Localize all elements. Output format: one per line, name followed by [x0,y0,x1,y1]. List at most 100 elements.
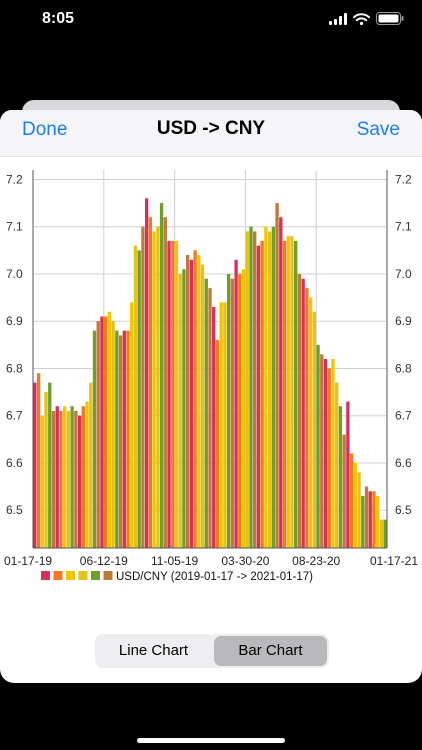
data-bar [89,382,93,548]
data-bar [223,302,227,548]
legend-swatch [41,571,50,580]
data-bar [33,382,37,548]
save-button[interactable]: Save [356,119,400,140]
data-bar [126,330,130,548]
data-bar [40,415,44,548]
data-bar [316,344,320,548]
data-bar [104,316,108,548]
data-bar [130,302,134,548]
data-bar [118,335,123,548]
data-bar [372,491,376,548]
legend-swatch [103,571,113,580]
x-tick-label: 08-23-20 [292,554,340,568]
cellular-signal-icon [329,12,347,25]
data-bar [152,231,156,549]
y-tick-label-left: 7.0 [6,267,23,281]
data-bar [55,406,59,548]
data-bar [85,401,89,548]
data-bar [100,316,104,548]
legend-swatch [53,571,63,580]
data-bar [159,203,164,548]
data-bar [111,321,115,548]
data-bar [320,354,324,548]
data-bar [241,269,246,548]
data-bar [357,472,361,548]
data-bar [361,496,365,548]
page-title: USD -> CNY [156,118,266,139]
data-bar [271,226,276,548]
data-bar [212,307,216,548]
home-indicator [137,738,285,743]
data-bar [279,217,283,548]
data-bar [312,311,316,548]
data-bar [253,231,257,549]
data-bar [185,255,190,549]
x-tick-label: 01-17-19 [4,554,52,568]
bar-chart-segment[interactable]: Bar Chart [214,636,327,666]
y-tick-label-right: 6.5 [395,503,412,517]
chart-area: 7.2 7.2 7.1 7.1 7.0 7.0 6.9 6.9 6.8 6.8 6.7 6.7 6.6 6… [0,158,422,614]
data-bar [133,245,138,548]
y-tick-label-right: 6.6 [395,456,412,470]
data-bar [178,273,182,548]
data-bar [44,392,48,548]
data-bar [368,491,372,548]
data-bar [290,236,294,548]
data-bar [379,519,384,548]
data-bar [70,406,74,548]
wifi-icon [353,12,370,25]
data-bar [63,406,67,548]
data-bar [260,240,264,548]
status-bar: 8:05 [0,0,422,40]
data-bar [275,203,279,548]
data-bar [200,264,205,548]
y-tick-label-left: 6.5 [6,503,23,517]
data-bar [107,311,112,548]
y-tick-label-right: 7.1 [395,220,412,234]
data-bar [156,226,160,548]
data-bar [167,240,171,548]
data-bar [137,250,141,548]
done-button[interactable]: Done [22,119,68,140]
data-bar [226,273,231,548]
data-bar [174,240,179,548]
data-bar [144,198,149,548]
data-bar [204,278,208,548]
data-bar [141,226,145,548]
data-bar [215,340,220,548]
y-tick-label-right: 6.7 [395,409,412,423]
line-chart-segment[interactable]: Line Chart [118,642,189,659]
y-tick-label-left: 6.6 [6,456,23,470]
data-bar [51,410,56,548]
y-tick-label-left: 6.7 [6,409,23,423]
data-bar [342,434,346,548]
data-bar [238,273,242,548]
data-bar [349,453,354,548]
data-bar [335,382,339,548]
data-bar [92,330,97,548]
data-bar [297,273,302,548]
data-bar [282,240,287,548]
y-tick-label-right: 7.0 [395,267,412,281]
data-bar [294,240,298,548]
navigation-bar: Done USD -> CNY Save [0,110,422,157]
data-bar [234,259,238,548]
data-bar [197,255,201,549]
y-tick-label-left: 7.2 [6,172,23,186]
y-tick-label-right: 6.9 [395,314,412,328]
legend-label: USD/CNY (2019-01-17 -> 2021-01-17) [116,571,313,583]
battery-icon [376,12,404,25]
modal-sheet: Done USD -> CNY Save 7.2 7.2 7.1 7.1 7.0 7.0 6… [0,110,422,683]
data-bar [171,240,175,548]
data-bar [193,250,197,548]
data-bar [286,236,290,548]
data-bar [81,406,85,548]
data-bar [301,278,305,548]
bar-chart: 7.2 7.2 7.1 7.1 7.0 7.0 6.9 6.9 6.8 6.8 6.7 6.7 6.6 6… [4,170,418,583]
data-bar [77,415,82,548]
data-bar [59,410,63,548]
data-bar [376,496,380,548]
legend-swatch [91,571,100,580]
data-bar [208,288,212,548]
y-tick-label-right: 7.2 [395,172,412,186]
